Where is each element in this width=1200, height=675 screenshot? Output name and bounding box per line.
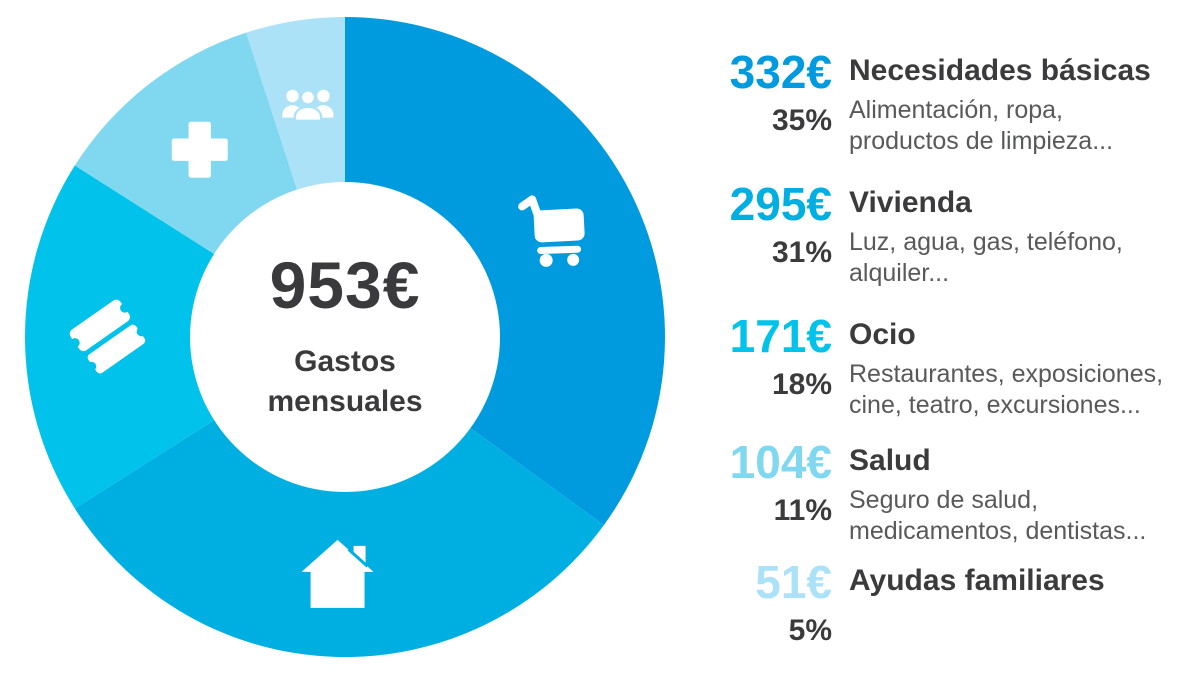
- category-description: Luz, agua, gas, teléfono, alquiler...: [849, 228, 1123, 287]
- donut-segment-0: [345, 17, 666, 526]
- amount-value: 51€: [755, 556, 832, 608]
- category-title: Necesidades básicas: [849, 54, 1151, 87]
- category-title: Ayudas familiares: [849, 564, 1105, 597]
- category-description: Restaurantes, exposiciones, cine, teatro…: [849, 360, 1164, 419]
- percent-value: 35%: [771, 104, 832, 138]
- amount-value: 171€: [729, 310, 832, 362]
- category-description: Alimentación, ropa, productos de limpiez…: [849, 96, 1114, 155]
- category-title: Salud: [849, 444, 931, 477]
- category-description: Seguro de salud, medicamentos, dentistas…: [849, 486, 1147, 545]
- amount-value: 295€: [729, 178, 832, 230]
- legend-item-salud: 104€ 11% Salud Seguro de salud, medicame…: [700, 438, 1200, 547]
- legend-item-ayudas-familiares: 51€ 5% Ayudas familiares: [700, 558, 1200, 646]
- legend-item-ocio: 171€ 18% Ocio Restaurantes, exposiciones…: [700, 312, 1200, 421]
- legend-item-necesidades-basicas: 332€ 35% Necesidades básicas Alimentació…: [700, 48, 1200, 157]
- amount-value: 104€: [729, 436, 832, 488]
- percent-value: 18%: [771, 368, 832, 402]
- percent-value: 31%: [771, 236, 832, 270]
- donut-segment-2: [25, 165, 346, 509]
- category-title: Vivienda: [849, 186, 972, 219]
- category-title: Ocio: [849, 318, 916, 351]
- donut-segment-1: [74, 337, 604, 657]
- percent-value: 11%: [773, 494, 832, 528]
- legend-item-vivienda: 295€ 31% Vivienda Luz, agua, gas, teléfo…: [700, 180, 1200, 289]
- amount-value: 332€: [729, 46, 832, 98]
- percent-value: 5%: [788, 614, 832, 648]
- donut-hole: [190, 182, 500, 492]
